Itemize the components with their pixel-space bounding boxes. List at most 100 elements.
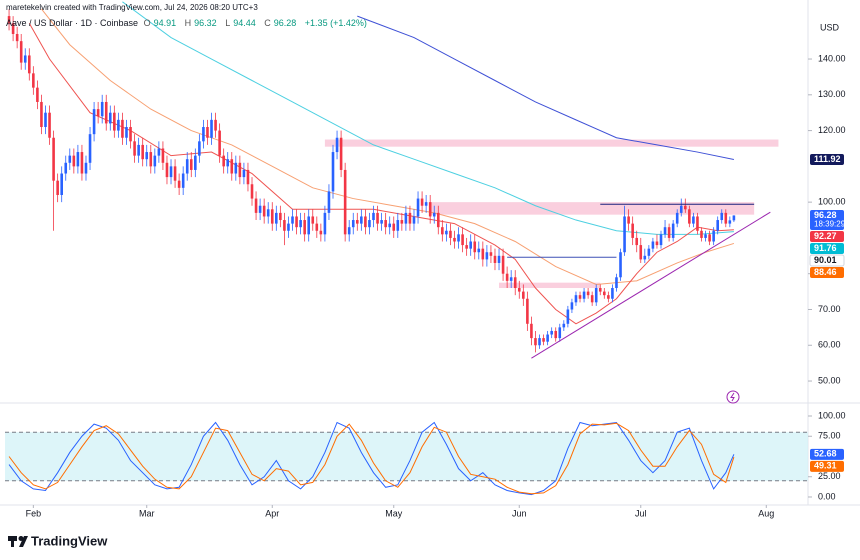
- candle-body: [578, 295, 582, 299]
- candle-body: [598, 288, 602, 292]
- ohlc: O 94.91: [144, 18, 180, 28]
- candle-body: [270, 209, 274, 224]
- candle-body: [137, 144, 140, 156]
- candle-body: [230, 159, 234, 174]
- x-tick-label: Mar: [139, 508, 155, 518]
- change: +1.35 (+1.42%): [304, 18, 367, 28]
- candle-body: [732, 215, 736, 221]
- candle-body: [189, 159, 193, 170]
- y-tick-label: 25.00: [818, 471, 841, 481]
- candle-body: [522, 291, 525, 299]
- candle-body: [44, 112, 47, 128]
- y-tick-label: 130.00: [818, 89, 846, 99]
- candle-body: [639, 245, 643, 260]
- candle-body: [457, 234, 460, 242]
- candle-body: [311, 216, 315, 224]
- legend: Aave / US Dollar · 1D · Coinbase O 94.91 …: [6, 18, 370, 28]
- candle-body: [412, 216, 416, 224]
- candle-body: [15, 33, 19, 42]
- candle-body: [343, 169, 347, 235]
- x-tick-label: Aug: [758, 508, 774, 518]
- indicator-line: [357, 15, 734, 160]
- candle-body: [100, 101, 104, 117]
- band: [5, 432, 808, 481]
- candle-body: [607, 295, 610, 299]
- y-tick-label: 0.00: [818, 491, 836, 501]
- candle-body: [416, 198, 420, 217]
- candle-body: [615, 277, 618, 289]
- candle-body: [376, 212, 379, 224]
- event-bolt: [730, 392, 735, 402]
- candle-body: [688, 209, 691, 224]
- candle-body: [473, 241, 477, 253]
- y-tick-label: 60.00: [818, 340, 841, 350]
- candle-body: [360, 216, 363, 224]
- candle-body: [570, 302, 574, 310]
- candle-body: [323, 212, 327, 235]
- candle-body: [129, 127, 132, 142]
- candle-body: [712, 230, 715, 242]
- event-icon[interactable]: [726, 390, 740, 404]
- candle-body: [619, 252, 622, 278]
- price-label-box: [810, 230, 844, 242]
- candle-body: [372, 212, 375, 221]
- candle-body: [60, 173, 63, 195]
- candle-body: [424, 202, 428, 206]
- candle-body: [266, 209, 270, 217]
- candle-body: [327, 191, 331, 213]
- price-label: 91.76: [814, 243, 837, 253]
- candle-body: [125, 127, 128, 138]
- x-tick-label: Jul: [635, 508, 647, 518]
- price-label-box: [810, 153, 844, 165]
- brand: TradingView: [31, 533, 108, 548]
- candle-body: [347, 227, 351, 235]
- credit: maretekelvin created with TradingView.co…: [6, 3, 258, 12]
- candle-body: [631, 223, 634, 238]
- candle-body: [481, 248, 485, 260]
- candle-body: [149, 152, 153, 167]
- candle-body: [254, 198, 258, 213]
- candle-body: [432, 212, 436, 217]
- candle-body: [279, 212, 282, 221]
- candle-body: [659, 234, 663, 246]
- candle-body: [250, 184, 254, 199]
- candle-body: [692, 216, 695, 224]
- candle-body: [509, 277, 513, 281]
- price-label: 92.27: [814, 231, 837, 241]
- candle-body: [92, 109, 96, 135]
- price-label: 52.68: [814, 449, 837, 459]
- price-label-box: [810, 266, 844, 278]
- candle-body: [384, 220, 387, 228]
- candle-body: [388, 223, 391, 228]
- candle-body: [291, 216, 294, 224]
- candle-body: [335, 137, 339, 153]
- candle-body: [558, 327, 562, 339]
- candle-body: [663, 227, 667, 235]
- logo-mark: [19, 536, 28, 547]
- candle-body: [319, 230, 323, 235]
- candle-body: [469, 241, 472, 249]
- symbol: Aave / US Dollar · 1D · Coinbase: [6, 18, 139, 28]
- candle-body: [64, 162, 68, 174]
- candle-body: [157, 148, 161, 156]
- candle-body: [185, 159, 189, 174]
- ohlc: H 96.32: [185, 18, 220, 28]
- drawing-line: [531, 211, 771, 359]
- candle-body: [550, 330, 553, 335]
- candle-body: [404, 212, 408, 224]
- candle-body: [351, 220, 355, 228]
- candle-body: [206, 127, 209, 138]
- candle-body: [530, 323, 533, 339]
- candle-body: [546, 334, 549, 342]
- candle-body: [303, 220, 306, 235]
- candle-body: [667, 227, 671, 238]
- candle-body: [165, 162, 169, 178]
- candle-body: [696, 216, 699, 231]
- candle-body: [331, 152, 335, 192]
- candle-body: [700, 230, 703, 238]
- candle-body: [113, 112, 116, 131]
- candle-body: [671, 223, 675, 238]
- indicator-line: [28, 23, 734, 325]
